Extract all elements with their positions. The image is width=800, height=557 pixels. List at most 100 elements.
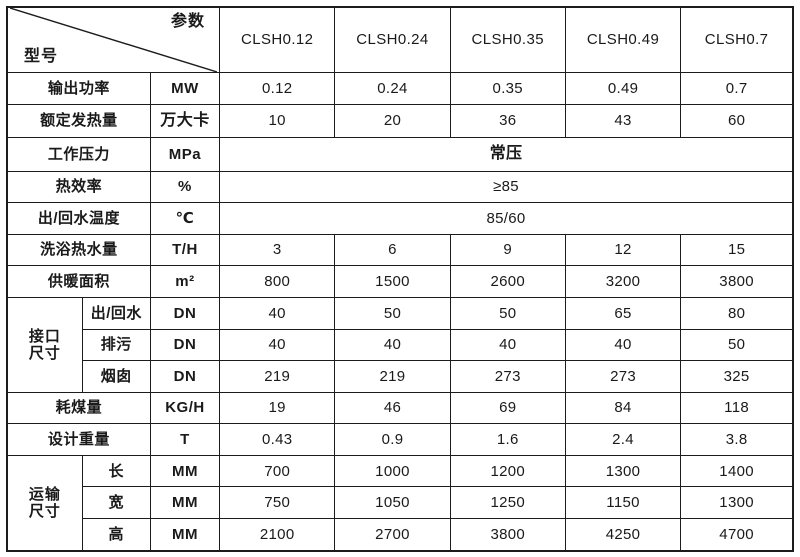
- row-unit: m²: [149, 265, 221, 298]
- row-unit: %: [149, 170, 221, 204]
- cell-value: 84: [564, 391, 682, 425]
- group-label-line2: 尺寸: [28, 502, 61, 520]
- cell-value: 0.49: [564, 72, 682, 105]
- table-row-interface-supply-return: 接口 尺寸 出/回水 DN 40 50 50 65 80: [6, 296, 794, 393]
- diagonal-divider-icon: [10, 8, 217, 72]
- cell-value: 1050: [334, 486, 451, 520]
- cell-value: 2.4: [564, 423, 682, 456]
- cell-value: 2600: [449, 265, 566, 298]
- cell-value: 80: [680, 296, 794, 330]
- row-unit: MPa: [149, 137, 221, 172]
- row-unit: DN: [149, 328, 221, 362]
- cell-value: 36: [449, 103, 566, 139]
- table-row-coal-consumption: 耗煤量 KG/H 19 46 69 84 118: [6, 391, 794, 425]
- row-label: 高: [81, 518, 151, 552]
- group-label-line1: 运输: [28, 485, 61, 503]
- table-row-transport-width: 宽 MM 750 1050 1250 1150 1300: [7, 486, 794, 520]
- cell-value: 3: [219, 233, 336, 267]
- boiler-specification-table: 参数 型号 CLSH0.12 CLSH0.24 CLSH0.35 CLSH0.4…: [6, 6, 794, 552]
- cell-value: 1150: [564, 486, 682, 520]
- cell-value: 9: [449, 233, 566, 267]
- cell-value: 273: [564, 360, 682, 393]
- table-row-transport-height: 高 MM 2100 2700 3800 4250 4700: [7, 518, 794, 552]
- cell-value: 40: [334, 328, 451, 362]
- cell-value: 50: [680, 328, 794, 362]
- cell-value: 325: [680, 360, 794, 393]
- row-label: 出/回水温度: [6, 202, 151, 235]
- table-row-bath-hot-water: 洗浴热水量 T/H 3 6 9 12 15: [6, 233, 794, 267]
- cell-value: 0.9: [334, 423, 451, 456]
- cell-value: 6: [334, 233, 451, 267]
- cell-value: 0.43: [219, 423, 336, 456]
- table-row-rated-heat: 额定发热量 万大卡 10 20 36 43 60: [6, 103, 794, 139]
- cell-value: 273: [449, 360, 566, 393]
- cell-value-merged: 85/60: [219, 202, 794, 235]
- row-unit: T/H: [149, 233, 221, 267]
- cell-value: 2100: [219, 518, 336, 552]
- cell-value: 4250: [564, 518, 682, 552]
- cell-value: 1300: [680, 486, 794, 520]
- cell-value: 0.7: [680, 72, 794, 105]
- cell-value: 1300: [564, 454, 682, 488]
- row-unit: DN: [149, 296, 221, 330]
- cell-value: 1.6: [449, 423, 566, 456]
- cell-value: 69: [449, 391, 566, 425]
- row-label: 烟囱: [81, 360, 151, 393]
- table-row-interface-blowdown: 排污 DN 40 40 40 40 50: [7, 328, 794, 362]
- row-unit: 万大卡: [149, 103, 221, 139]
- cell-value: 40: [219, 296, 336, 330]
- cell-value: 40: [449, 328, 566, 362]
- cell-value: 4700: [680, 518, 794, 552]
- cell-value: 3800: [449, 518, 566, 552]
- cell-value: 10: [219, 103, 336, 139]
- row-label: 排污: [81, 328, 151, 362]
- cell-value: 750: [219, 486, 336, 520]
- row-unit: DN: [149, 360, 221, 393]
- row-label: 长: [81, 454, 151, 488]
- cell-value-merged: ≥85: [219, 170, 794, 204]
- group-label-line2: 尺寸: [28, 344, 61, 362]
- cell-value: 60: [680, 103, 794, 139]
- cell-value: 12: [564, 233, 682, 267]
- column-header-2: CLSH0.35: [449, 6, 566, 73]
- row-label: 输出功率: [6, 72, 151, 105]
- cell-value: 50: [334, 296, 451, 330]
- table-row-interface-chimney: 烟囱 DN 219 219 273 273 325: [7, 360, 794, 393]
- cell-value: 40: [219, 328, 336, 362]
- cell-value: 3.8: [680, 423, 794, 456]
- row-unit: MM: [149, 518, 221, 552]
- group-label-transport-size: 运输 尺寸: [6, 454, 83, 552]
- row-label: 洗浴热水量: [6, 233, 151, 267]
- cell-value: 1000: [334, 454, 451, 488]
- row-label: 宽: [81, 486, 151, 520]
- row-unit: MM: [149, 486, 221, 520]
- cell-value: 43: [564, 103, 682, 139]
- cell-value: 15: [680, 233, 794, 267]
- row-label: 设计重量: [6, 423, 151, 456]
- cell-value: 219: [219, 360, 336, 393]
- corner-model-label: 型号: [24, 47, 59, 65]
- cell-value: 1500: [334, 265, 451, 298]
- group-label-line1: 接口: [28, 327, 61, 345]
- cell-value: 19: [219, 391, 336, 425]
- row-unit: ℃: [149, 202, 221, 235]
- cell-value: 1400: [680, 454, 794, 488]
- row-unit: T: [149, 423, 221, 456]
- table-row-thermal-efficiency: 热效率 % ≥85: [6, 170, 794, 204]
- row-label: 耗煤量: [6, 391, 151, 425]
- cell-value: 1250: [449, 486, 566, 520]
- table-row-output-power: 输出功率 MW 0.12 0.24 0.35 0.49 0.7: [6, 72, 794, 105]
- cell-value: 0.24: [334, 72, 451, 105]
- table-row-water-temperature: 出/回水温度 ℃ 85/60: [6, 202, 794, 235]
- row-label: 热效率: [6, 170, 151, 204]
- cell-value: 40: [564, 328, 682, 362]
- cell-value: 2700: [334, 518, 451, 552]
- table-header-row: 参数 型号 CLSH0.12 CLSH0.24 CLSH0.35 CLSH0.4…: [6, 6, 794, 73]
- row-unit: KG/H: [149, 391, 221, 425]
- row-label: 工作压力: [6, 137, 151, 172]
- cell-value: 1200: [449, 454, 566, 488]
- cell-value: 3200: [564, 265, 682, 298]
- cell-value: 46: [334, 391, 451, 425]
- row-label: 出/回水: [81, 296, 151, 330]
